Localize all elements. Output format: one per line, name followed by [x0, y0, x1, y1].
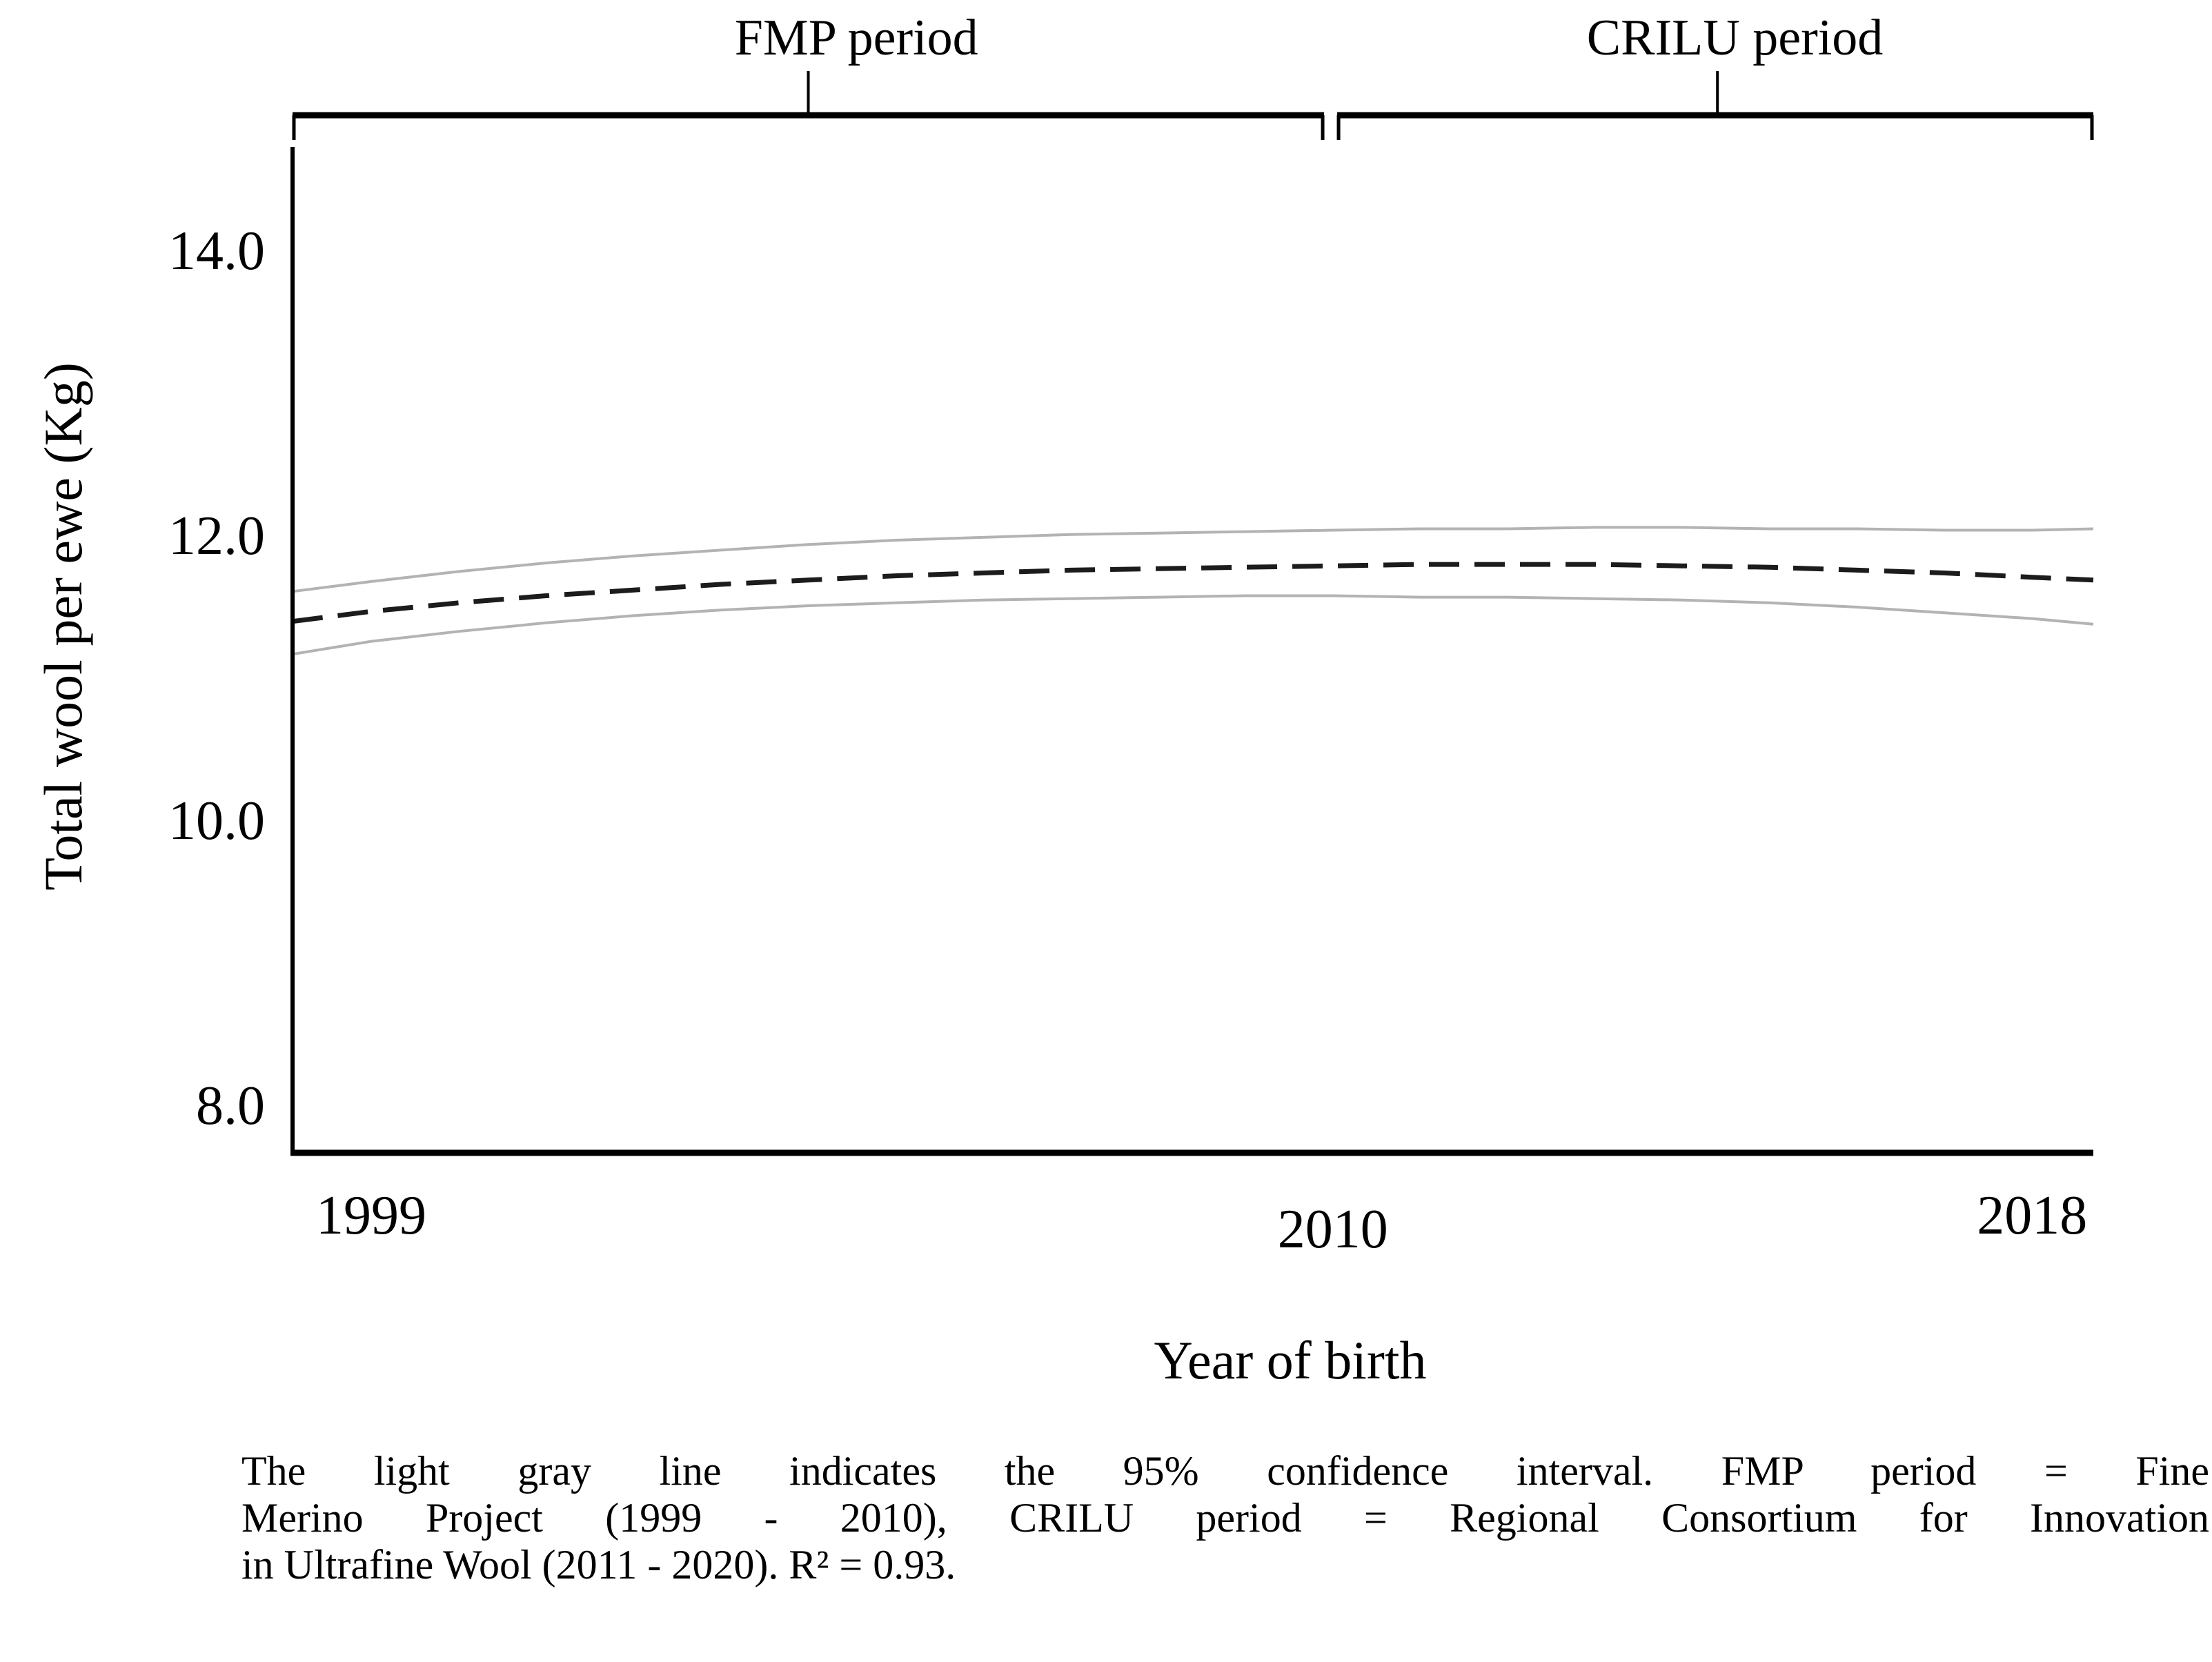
- figure-caption: The light gray line indicates the 95% co…: [241, 1447, 2209, 1588]
- caption-line-3: in Ultrafine Wool (2011 - 2020). R² = 0.…: [241, 1542, 956, 1587]
- x-tick-label-2018: 2018: [1977, 1185, 2088, 1246]
- caption-line-2: Merino Project (1999 - 2010), CRILU peri…: [241, 1495, 2209, 1541]
- x-axis-title: Year of birth: [1154, 1330, 1427, 1390]
- x-tick-label-2010: 2010: [1277, 1199, 1388, 1260]
- x-tick-label-1999: 1999: [316, 1185, 427, 1246]
- y-tick-label-14.0: 14.0: [168, 220, 265, 281]
- caption-line-1: The light gray line indicates the 95% co…: [241, 1448, 2209, 1494]
- ci-lower-line: [292, 594, 2094, 656]
- y-tick-label-8.0: 8.0: [196, 1075, 265, 1136]
- fmp-period-label: FMP period: [734, 10, 978, 66]
- ci-upper-line: [292, 526, 2094, 593]
- y-tick-label-12.0: 12.0: [168, 505, 265, 566]
- mean-dashed-line: [292, 562, 2094, 624]
- crilu-period-label: CRILU period: [1586, 10, 1884, 66]
- y-tick-label-10.0: 10.0: [168, 790, 265, 851]
